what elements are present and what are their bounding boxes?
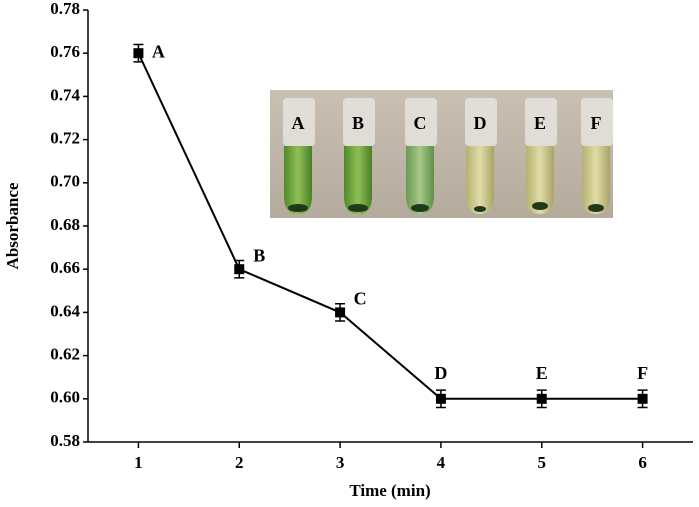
y-tick-label: 0.70 [50,172,80,191]
x-tick-label: 4 [437,453,446,472]
point-label: F [637,363,648,383]
y-axis-label: Absorbance [3,182,22,269]
point-label: E [536,363,548,383]
data-point [536,393,547,404]
point-label: D [434,363,447,383]
inset-photo [270,90,613,218]
data-point [133,48,144,59]
data-point [335,307,346,318]
point-label: C [354,289,367,309]
inset-label: D [474,113,487,133]
y-tick-label: 0.68 [50,215,80,234]
y-tick-label: 0.62 [50,345,80,364]
data-line [137,52,643,400]
data-point [637,393,648,404]
data-point [234,264,245,275]
point-label: B [253,245,265,265]
x-tick-label: 6 [638,453,647,472]
inset-label: C [414,113,427,133]
inset-label: E [534,113,546,133]
inset-label: F [591,113,602,133]
x-tick-label: 3 [336,453,345,472]
y-tick-label: 0.60 [50,388,80,407]
inset-label: A [292,113,305,133]
x-tick-label: 2 [235,453,244,472]
inset-label: B [352,113,364,133]
y-tick-label: 0.64 [50,301,80,320]
x-axis-label: Time (min) [349,481,430,500]
data-point [435,393,446,404]
y-tick-label: 0.72 [50,129,80,148]
y-tick-label: 0.58 [50,431,80,450]
point-label: A [152,41,165,61]
y-tick-label: 0.74 [50,85,80,104]
x-tick-label: 5 [538,453,547,472]
y-tick-label: 0.66 [50,258,80,277]
y-tick-label: 0.76 [50,42,80,61]
y-tick-label: 0.78 [50,0,80,18]
x-tick-label: 1 [134,453,143,472]
